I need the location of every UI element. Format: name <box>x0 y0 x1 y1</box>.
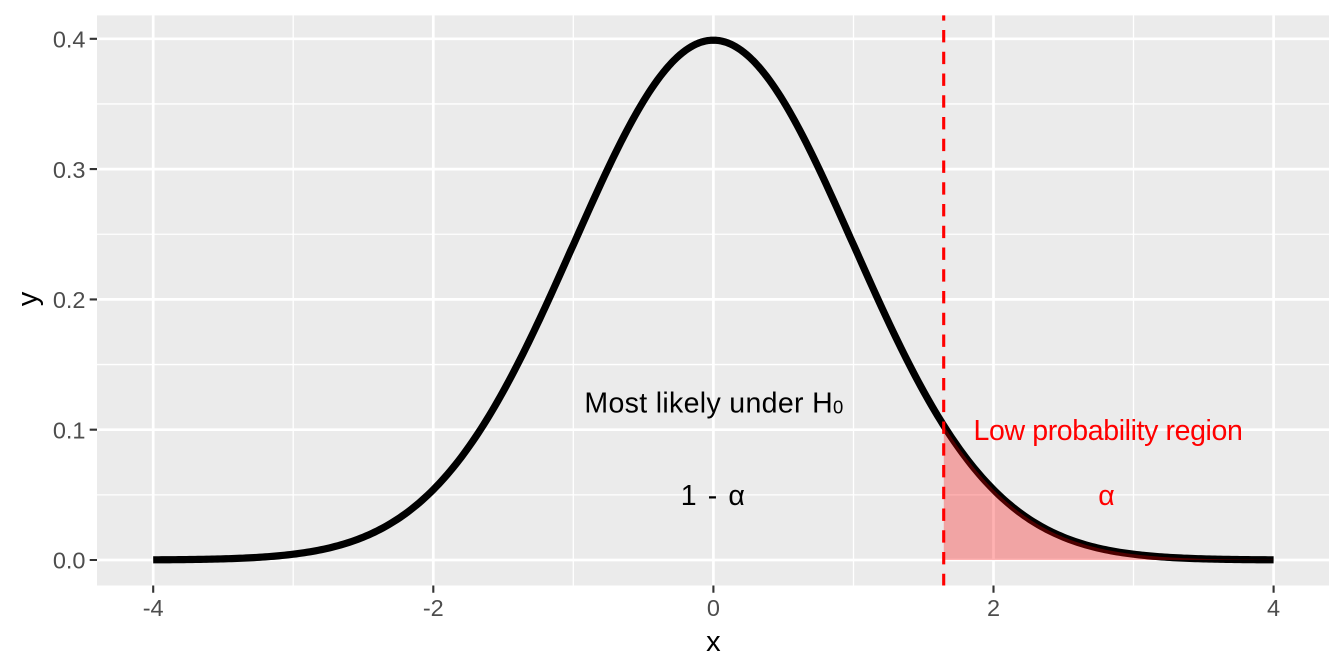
svg-text:1 - α: 1 - α <box>681 480 747 512</box>
svg-text:0: 0 <box>707 595 720 621</box>
svg-text:Most likely under H0: Most likely under H0 <box>584 388 843 420</box>
svg-text:x: x <box>706 626 721 658</box>
svg-text:y: y <box>12 291 44 306</box>
svg-text:α: α <box>1098 480 1114 512</box>
svg-text:0.0: 0.0 <box>53 548 86 574</box>
svg-text:Low probability region: Low probability region <box>974 415 1243 447</box>
svg-text:-2: -2 <box>423 595 444 621</box>
svg-text:4: 4 <box>1267 595 1280 621</box>
svg-text:0.4: 0.4 <box>53 27 86 53</box>
svg-text:0.3: 0.3 <box>53 157 86 183</box>
svg-text:0.1: 0.1 <box>53 417 86 443</box>
svg-text:-4: -4 <box>143 595 164 621</box>
svg-text:2: 2 <box>987 595 1000 621</box>
svg-text:0.2: 0.2 <box>53 287 86 313</box>
